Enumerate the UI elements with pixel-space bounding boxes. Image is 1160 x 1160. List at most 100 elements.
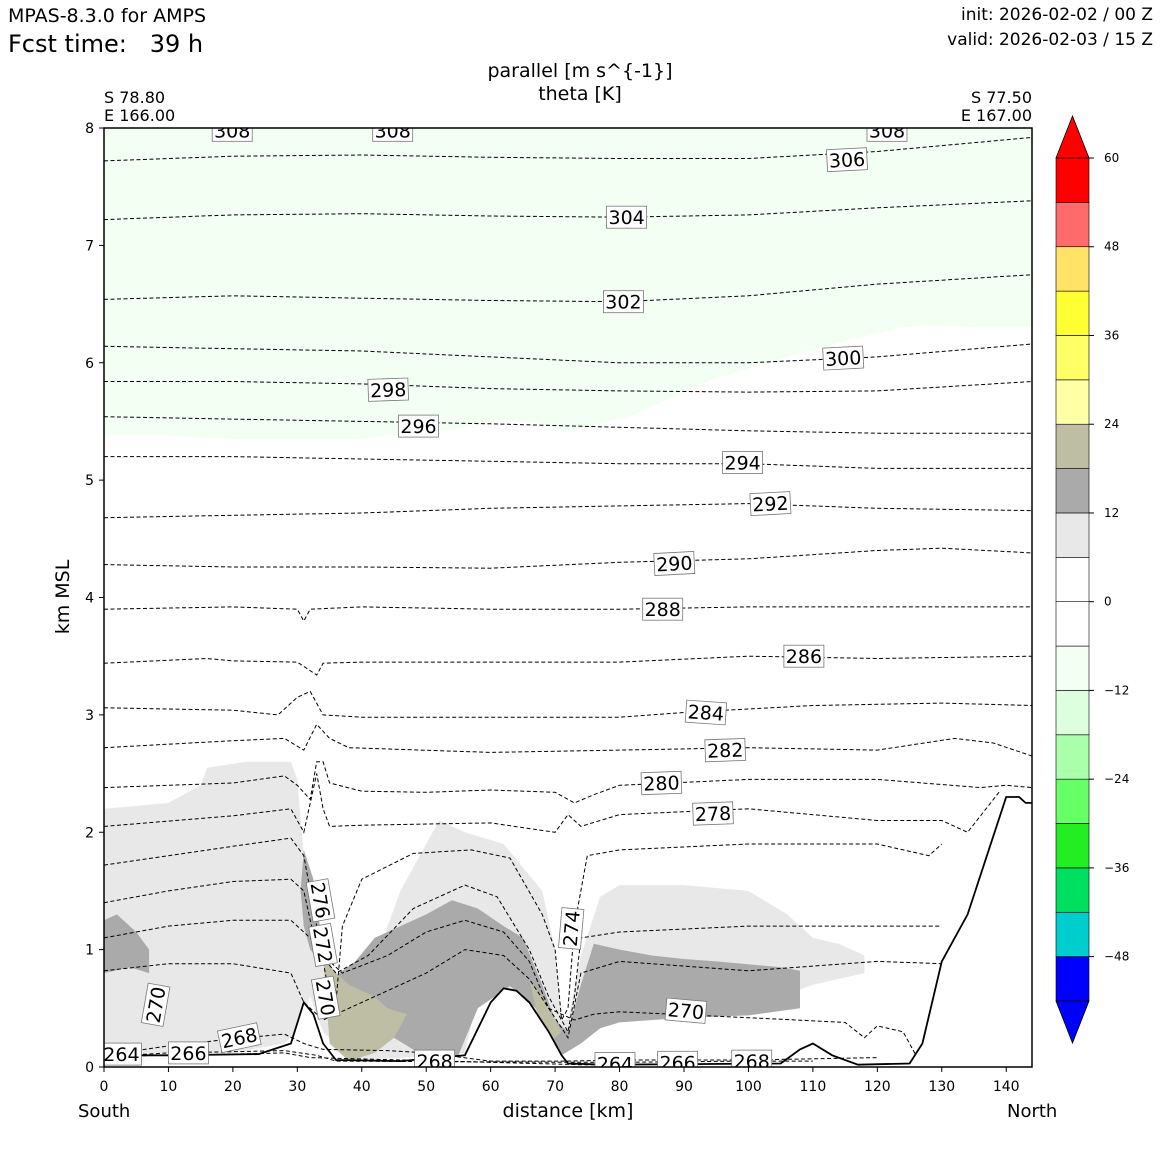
colorbar-bin	[1055, 734, 1090, 780]
svg-text:290: 290	[656, 553, 693, 577]
theta-contour-296	[104, 416, 1032, 434]
colorbar-extend-high	[1055, 114, 1090, 159]
colorbar-bin	[1055, 379, 1090, 425]
colorbar-bin	[1055, 645, 1090, 691]
svg-text:278: 278	[695, 803, 732, 826]
contour-label-extra-308-0: 308	[211, 120, 253, 142]
svg-text:306: 306	[828, 149, 865, 173]
x-tick-label: 20	[224, 1079, 242, 1095]
x-tick-label: 140	[993, 1079, 1020, 1095]
colorbar-bin	[1055, 246, 1090, 292]
contour-label-288: 288	[642, 597, 684, 621]
svg-text:304: 304	[608, 207, 644, 229]
colorbar-tick-label: 48	[1104, 240, 1119, 254]
svg-text:274: 274	[560, 910, 585, 948]
theta-contour-278	[104, 773, 1001, 834]
contour-label-266: 266	[167, 1041, 209, 1065]
colorbar-tick-label: 12	[1104, 506, 1119, 520]
colorbar-tick-label: 0	[1104, 595, 1112, 609]
theta-contour-304	[104, 200, 1032, 221]
svg-text:264: 264	[103, 1044, 139, 1066]
svg-text:264: 264	[597, 1054, 633, 1076]
y-tick-label: 4	[85, 591, 94, 607]
colorbar-tick-label: −24	[1104, 772, 1129, 786]
contour-label-extra-270-3: 270	[140, 982, 171, 1027]
right-endpoint-lon: E 167.00	[960, 106, 1032, 125]
svg-text:308: 308	[869, 120, 905, 142]
x-tick-label: 30	[288, 1079, 306, 1095]
svg-text:270: 270	[667, 999, 705, 1024]
contour-label-270: 270	[664, 997, 708, 1024]
y-tick-label: 2	[85, 825, 94, 841]
contour-label-extra-268-5: 268	[414, 1049, 456, 1067]
colorbar-tick-label: −48	[1104, 950, 1129, 964]
contour-label-extra-266-7: 266	[657, 1050, 698, 1074]
contour-label-extra-308-1: 308	[372, 120, 414, 142]
svg-text:308: 308	[375, 120, 411, 142]
right-endpoint-lat: S 77.50	[970, 88, 1032, 107]
colorbar-bin	[1055, 157, 1090, 203]
colorbar-bin	[1055, 423, 1090, 469]
svg-text:298: 298	[370, 379, 407, 402]
svg-text:294: 294	[724, 453, 760, 475]
colorbar-bin	[1055, 601, 1090, 647]
contour-label-290: 290	[653, 551, 696, 577]
svg-text:266: 266	[170, 1043, 206, 1065]
terrain-fill	[104, 797, 1032, 1067]
contour-label-296: 296	[398, 414, 439, 438]
contour-label-extra-268-8: 268	[731, 1049, 773, 1067]
plot-area: 306 304 302 300 298 296 294 292 290 288 286 284 282 2…	[103, 120, 1032, 1076]
svg-text:282: 282	[707, 739, 744, 762]
contour-label-302: 302	[603, 290, 644, 314]
contour-label-306: 306	[826, 147, 868, 173]
svg-text:300: 300	[825, 347, 862, 371]
colorbar-extend-low	[1055, 1000, 1090, 1045]
contour-label-extra-308-2: 308	[866, 120, 908, 142]
theta-contour-292	[104, 503, 1032, 519]
svg-text:296: 296	[400, 416, 436, 438]
contour-label-292: 292	[749, 491, 792, 517]
x-tick-label: 60	[482, 1079, 500, 1095]
colorbar-bin	[1055, 867, 1090, 913]
model-title: MPAS-8.3.0 for AMPS	[8, 5, 207, 27]
contour-label-286: 286	[783, 644, 825, 668]
contour-label-282: 282	[704, 737, 746, 763]
theta-contour-300	[104, 343, 1032, 364]
shade-tan-small	[529, 979, 562, 1044]
theta-contour-274	[104, 878, 942, 1034]
colorbar-bin	[1055, 468, 1090, 514]
svg-text:292: 292	[752, 493, 789, 517]
theta-contour-280	[104, 761, 1032, 804]
direction-north: North	[1007, 1101, 1058, 1122]
x-tick-label: 70	[546, 1079, 564, 1095]
theta-contour-284	[104, 690, 1032, 718]
left-endpoint: S 78.80 E 166.00	[104, 89, 175, 125]
svg-text:308: 308	[214, 120, 250, 142]
x-tick-label: 100	[735, 1079, 762, 1095]
theta-contour-282	[104, 723, 1032, 757]
theta-contour-302	[104, 274, 1032, 303]
left-endpoint-lon: E 166.00	[104, 106, 176, 125]
shade-mid-grey-left	[104, 914, 150, 974]
x-tick-label: 10	[160, 1079, 178, 1095]
colorbar: −48 −36 −24 −12 0 12 24 36 48 60	[1055, 114, 1129, 1045]
svg-text:266: 266	[659, 1052, 695, 1074]
colorbar-tick-label: 24	[1104, 417, 1119, 431]
x-tick-label: 40	[353, 1079, 371, 1095]
svg-text:286: 286	[786, 646, 822, 668]
contour-label-264: 264	[103, 1042, 142, 1066]
left-endpoint-lat: S 78.80	[104, 88, 166, 107]
y-tick-label: 3	[85, 708, 94, 724]
contour-label-298: 298	[367, 377, 409, 402]
x-tick-label: 50	[417, 1079, 435, 1095]
y-tick-label: 8	[85, 121, 94, 137]
colorbar-bin	[1055, 290, 1090, 336]
direction-south: South	[78, 1101, 131, 1122]
shade-tan	[323, 955, 407, 1062]
svg-text:288: 288	[645, 599, 681, 621]
colorbar-bin	[1055, 778, 1090, 824]
shade-mid-grey	[323, 900, 800, 1058]
y-tick-label: 5	[85, 473, 94, 489]
y-tick-label: 1	[85, 943, 94, 959]
